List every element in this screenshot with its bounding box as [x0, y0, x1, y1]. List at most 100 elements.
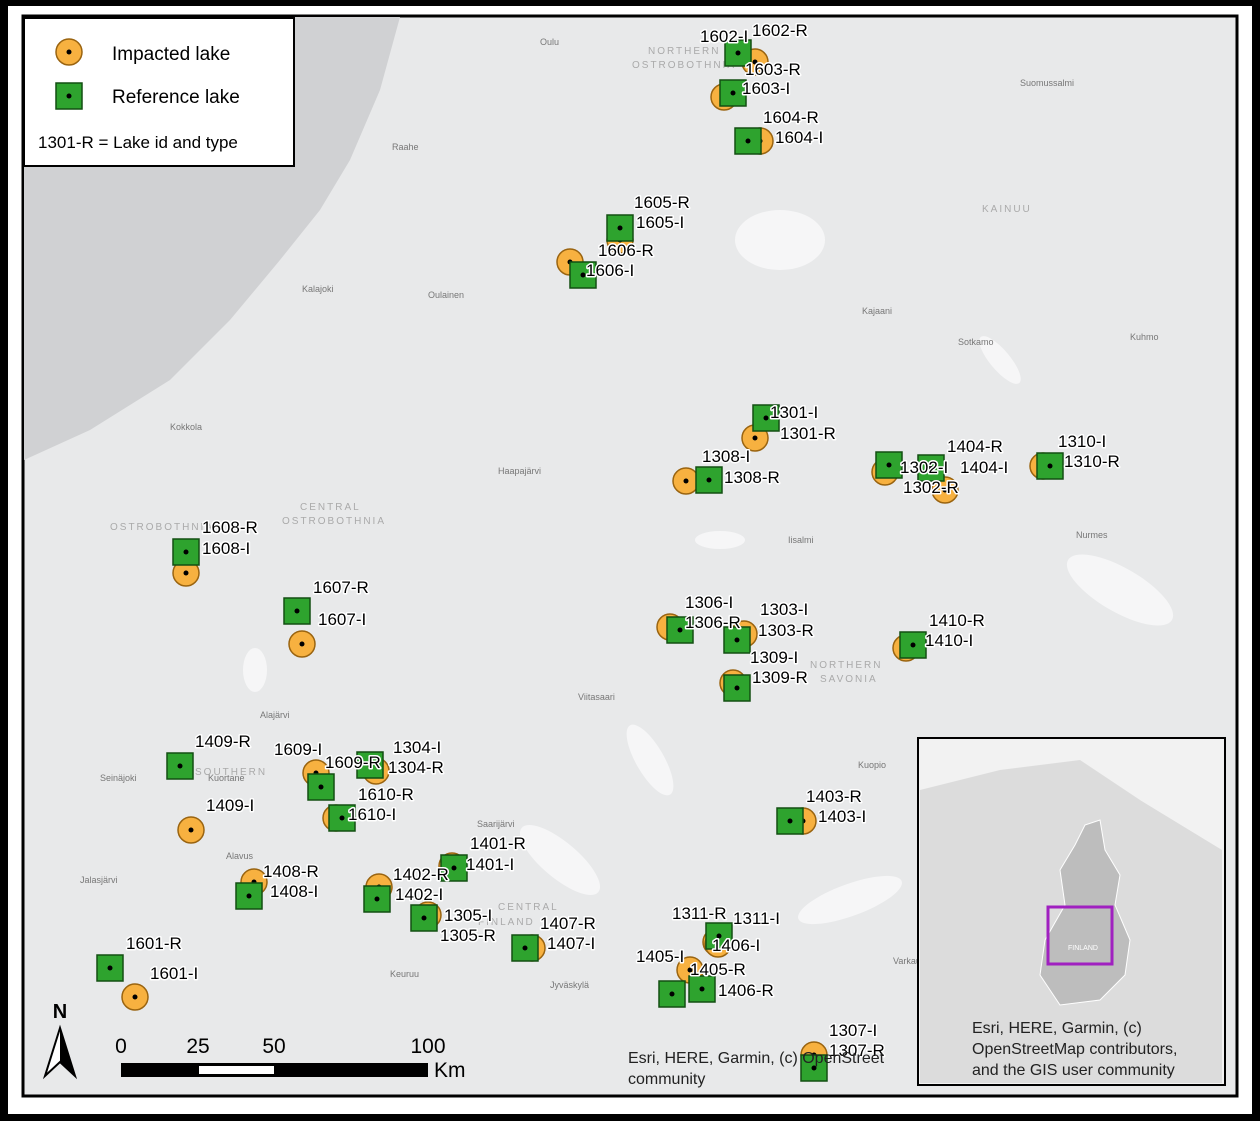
scale-bar-segment: [199, 1066, 274, 1074]
scale-unit: Km: [434, 1059, 466, 1082]
place-name: CENTRAL: [300, 502, 361, 513]
marker-dot: [683, 478, 689, 484]
place-name: Suomussalmi: [1020, 78, 1074, 88]
place-name: Kokkola: [170, 422, 202, 432]
place-name: KAINUU: [982, 204, 1032, 215]
place-name: Alajärvi: [260, 710, 290, 720]
place-name: Kuopio: [858, 760, 886, 770]
marker-dot: [687, 967, 693, 973]
lake-label: 1608-R: [202, 518, 258, 537]
place-name: NORTHERN: [810, 660, 882, 671]
inset-attribution: OpenStreetMap contributors,: [972, 1041, 1177, 1058]
marker-dot: [910, 642, 916, 648]
lake-label: 1609-I: [274, 740, 322, 759]
place-name: Kajaani: [862, 306, 892, 316]
place-name: Jalasjärvi: [80, 875, 118, 885]
north-label: N: [53, 1001, 67, 1023]
marker-dot: [451, 865, 457, 871]
lakes-water: [243, 210, 1174, 925]
place-name: Seinäjoki: [100, 773, 137, 783]
lake-label: 1305-R: [440, 926, 496, 945]
place-name: Alavus: [226, 851, 254, 861]
place-name: Jyväskylä: [550, 980, 589, 990]
lake-label: 1311-R: [672, 904, 727, 923]
lake-label: 1408-R: [263, 862, 319, 881]
lake-label: 1604-I: [775, 128, 823, 147]
lake-label: 1603-R: [745, 60, 801, 79]
marker-dot: [367, 762, 373, 768]
legend-note: 1301-R = Lake id and type: [38, 133, 238, 152]
lake-label: 1404-R: [947, 437, 1003, 456]
marker-dot: [677, 627, 683, 633]
lake-label: 1403-I: [818, 807, 866, 826]
lake-label: 1610-R: [358, 785, 414, 804]
marker-dot: [734, 685, 740, 691]
lake-label: 1303-I: [760, 600, 808, 619]
lake-label: 1601-I: [150, 964, 198, 983]
marker-dot: [787, 818, 793, 824]
lake-label: 1402-R: [393, 865, 449, 884]
marker-dot: [811, 1065, 817, 1071]
lake-label: 1308-R: [724, 468, 780, 487]
place-name: Viitasaari: [578, 692, 615, 702]
marker-dot: [66, 49, 72, 55]
lake-label: 1306-R: [685, 613, 741, 632]
lake-label: 1609-R: [325, 753, 381, 772]
lake-label: 1408-I: [270, 882, 318, 901]
place-name: Sotkamo: [958, 337, 994, 347]
inset-extent: [1046, 905, 1114, 966]
place-name: Raahe: [392, 142, 419, 152]
place-name: OSTROBOTHNIA: [110, 522, 214, 533]
place-name: Kuortane: [208, 773, 245, 783]
place-name: OSTROBOTHNIA: [632, 60, 736, 71]
lake-label: 1404-I: [960, 458, 1008, 477]
marker-dot: [745, 138, 751, 144]
place-name: Oulu: [540, 37, 559, 47]
marker-dot: [421, 915, 427, 921]
lake-label: 1301-I: [770, 403, 818, 422]
marker-dot: [752, 435, 758, 441]
lake-label: 1410-R: [929, 611, 985, 630]
lake-label: 1610-I: [348, 805, 396, 824]
marker-dot: [617, 225, 623, 231]
marker-dot: [522, 945, 528, 951]
marker-dot: [669, 991, 675, 997]
lake-label: 1302-I: [900, 458, 948, 477]
place-name: Kuhmo: [1130, 332, 1159, 342]
marker-dot: [318, 784, 324, 790]
lake-label: 1409-R: [195, 732, 251, 751]
inset-country: FINLAND: [1068, 945, 1098, 952]
lake-label: 1605-I: [636, 213, 684, 232]
lake-label: 1407-I: [547, 934, 595, 953]
marker-dot: [763, 415, 769, 421]
marker-dot: [734, 637, 740, 643]
legend-label: Reference lake: [112, 87, 240, 108]
place-name: SAVONIA: [820, 674, 878, 685]
lake-label: 1301-R: [780, 424, 836, 443]
lake-label: 1309-I: [750, 648, 798, 667]
scale-tick-label: 25: [186, 1035, 209, 1058]
lake-label: 1603-I: [742, 79, 790, 98]
lake-label: 1310-R: [1064, 452, 1120, 471]
lake-label: 1405-R: [690, 960, 746, 979]
scale-bar: [121, 1063, 428, 1077]
lake-label: 1401-I: [466, 855, 514, 874]
lake-label: 1606-I: [586, 261, 634, 280]
marker-dot: [177, 763, 183, 769]
lake-label: 1406-I: [712, 936, 760, 955]
lake-label: 1607-I: [318, 610, 366, 629]
marker-dot: [706, 477, 712, 483]
attribution: community: [628, 1071, 705, 1088]
place-name: FINLAND: [478, 917, 535, 928]
lake-label: 1304-R: [388, 758, 444, 777]
marker-dot: [716, 933, 722, 939]
marker-dot: [294, 608, 300, 614]
marker-dot: [699, 986, 705, 992]
reference-marker: [166, 752, 194, 780]
lake-label: 1602-R: [752, 21, 808, 40]
marker-dot: [66, 93, 72, 99]
inset-finland: [1039, 819, 1131, 1006]
lake-label: 1306-I: [685, 593, 733, 612]
scale-tick-label: 50: [262, 1035, 285, 1058]
